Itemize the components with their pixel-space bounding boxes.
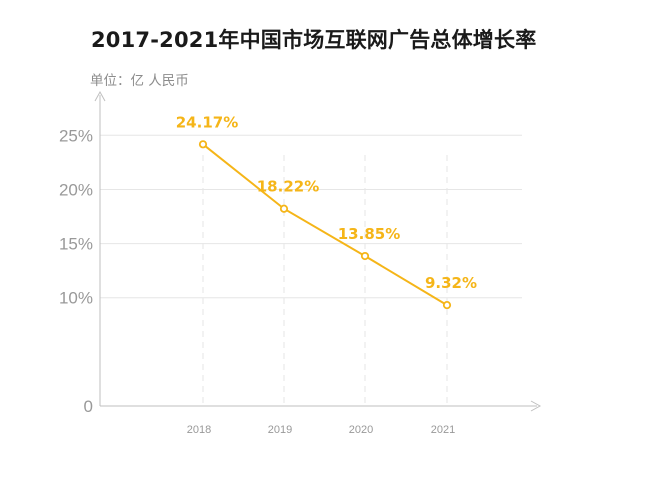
data-point bbox=[279, 204, 289, 213]
y-tick-label: 15% bbox=[59, 235, 93, 254]
data-label: 18.22% bbox=[257, 178, 319, 196]
data-point bbox=[198, 140, 208, 149]
data-label: 9.32% bbox=[425, 274, 477, 292]
y-axis-arrow bbox=[94, 90, 106, 102]
series-layer bbox=[198, 140, 452, 310]
grid-layer bbox=[100, 134, 522, 406]
chart-title: 2017-2021年中国市场互联网广告总体增长率 bbox=[91, 28, 537, 52]
x-tick-label: 2020 bbox=[349, 424, 373, 436]
data-label: 24.17% bbox=[176, 113, 238, 131]
unit-label: 单位：亿 人民币 bbox=[90, 73, 189, 89]
x-tick-label: 2019 bbox=[268, 424, 292, 436]
y-tick-label: 20% bbox=[59, 180, 93, 199]
y-tick-label: 10% bbox=[59, 289, 93, 308]
y-tick-label: 25% bbox=[59, 126, 93, 145]
label-layer: 24.17% 18.22% 13.85% 9.32% bbox=[176, 113, 477, 292]
x-tick-label: 2021 bbox=[431, 424, 455, 436]
y-tick-label: 0 bbox=[84, 397, 93, 416]
data-point bbox=[442, 300, 452, 310]
axis-layer bbox=[94, 90, 542, 412]
tick-layer: 0 10% 15% 20% 25% 2018 2019 2020 2021 bbox=[59, 126, 455, 436]
data-label: 13.85% bbox=[338, 225, 400, 243]
series-line bbox=[202, 143, 448, 306]
x-axis-arrow bbox=[530, 400, 542, 412]
data-point bbox=[360, 251, 370, 261]
x-tick-label: 2018 bbox=[187, 424, 211, 436]
